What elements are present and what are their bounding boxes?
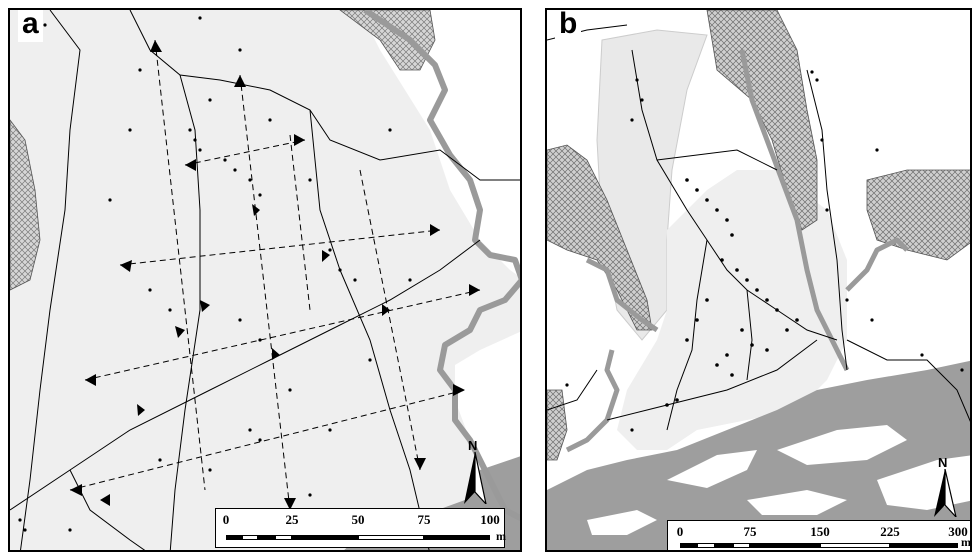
map-b-canvas: [547, 10, 970, 550]
scale-bar-b: 0 75 150 225 300 m: [667, 520, 971, 550]
river-area: [547, 360, 970, 550]
scale-label: 0: [676, 524, 684, 539]
hatched-zone: [547, 144, 653, 331]
scale-label: 75: [417, 512, 431, 527]
tracks: [547, 24, 970, 431]
river-island: [587, 510, 657, 535]
scale-label: 100: [480, 512, 500, 527]
scale-segment: [226, 535, 242, 540]
scale-label: 25: [285, 512, 299, 527]
sample-points: [565, 70, 964, 432]
scale-segment: [292, 535, 358, 540]
sample-points: [18, 16, 412, 532]
river-island: [777, 425, 907, 465]
map-a-canvas: [10, 10, 520, 550]
scale-bar-a: 0 25 50 75 100 m: [215, 508, 506, 548]
study-area: [617, 170, 847, 450]
scale-unit: m: [496, 529, 506, 543]
scale-segment: [358, 535, 424, 540]
scale-label: 150: [810, 524, 830, 539]
transect-arrows: [70, 40, 480, 510]
scale-label: 0: [222, 512, 230, 527]
scale-label: 300: [948, 524, 968, 539]
scale-segment: [275, 535, 292, 540]
scale-segment: [680, 543, 697, 548]
scale-label: 50: [351, 512, 365, 527]
map-panel-b: b N 0 75 150 225 300 m: [545, 8, 972, 552]
transects: [69, 39, 481, 511]
study-area: [10, 10, 520, 550]
north-label: N: [938, 455, 948, 470]
hatched-zone: [547, 389, 568, 461]
hatched-zone: [339, 10, 436, 71]
scale-segment: [750, 543, 820, 548]
hatched-zone: [866, 169, 970, 261]
river-boundary: [363, 10, 520, 522]
map-panel-a: a N 0 25 50 75 100 m: [8, 8, 522, 552]
scale-segment: [820, 543, 890, 548]
panel-label-b: b: [555, 10, 582, 42]
scale-segment: [715, 543, 733, 548]
scale-segment: [242, 535, 258, 540]
river-island: [667, 450, 757, 488]
river-island: [747, 490, 847, 515]
north-label: N: [468, 438, 478, 453]
tracks: [10, 10, 520, 550]
scale-segment: [697, 543, 715, 548]
scale-segment: [890, 543, 958, 548]
scale-unit: m: [961, 535, 971, 549]
scale-segment: [258, 535, 275, 540]
hatched-zone: [10, 119, 41, 291]
scale-label: 75: [743, 524, 757, 539]
river-boundary: [565, 49, 909, 453]
panel-label-a: a: [18, 10, 43, 42]
scale-label: 225: [880, 524, 900, 539]
north-arrow-icon: [934, 469, 957, 517]
scale-segment: [424, 535, 490, 540]
scale-segment: [733, 543, 750, 548]
north-arrow-icon: [464, 452, 487, 504]
